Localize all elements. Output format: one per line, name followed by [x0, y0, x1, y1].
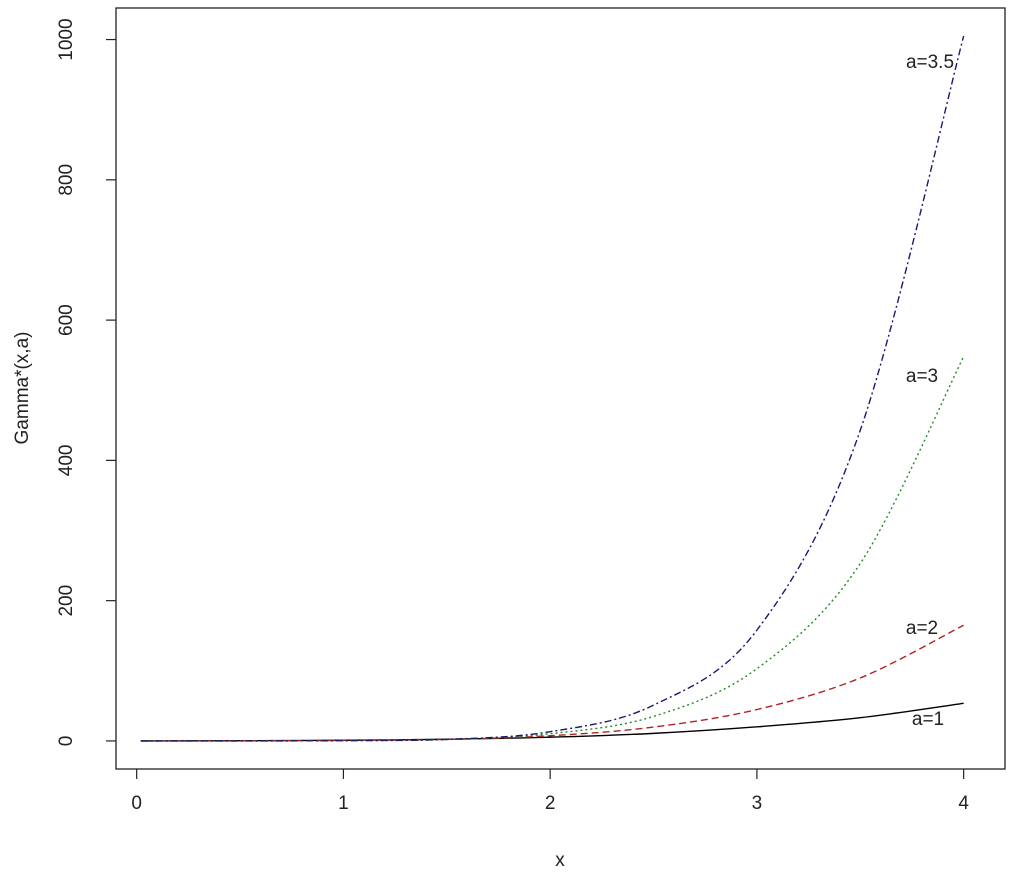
x-axis-title: x	[555, 850, 565, 871]
plot-frame	[115, 7, 1006, 770]
series-label-layer: a=1 a=2 a=3 a=3.5	[906, 52, 954, 730]
series-line-a-2	[140, 624, 964, 742]
y-tick-label: 400	[56, 445, 77, 477]
y-tick-label: 200	[56, 585, 77, 617]
x-tick-label: 3	[752, 793, 763, 814]
x-tick-label: 0	[131, 793, 142, 814]
series-label: a=1	[912, 709, 944, 730]
series-label: a=3.5	[906, 52, 954, 73]
y-tick-label: 600	[56, 304, 77, 336]
series-label: a=3	[906, 366, 938, 387]
y-tick-label: 0	[56, 736, 77, 747]
y-axis-title: Gamma*(x,a)	[12, 332, 33, 445]
x-tick-label: 1	[338, 793, 349, 814]
x-tick-label: 4	[958, 793, 969, 814]
series-line-a-3	[140, 356, 965, 742]
y-axis: 0 200 400 600 800 1000	[56, 18, 116, 746]
x-axis: 0 1 2 3 4	[131, 769, 969, 814]
y-tick-label: 1000	[56, 18, 77, 60]
series-label: a=2	[906, 618, 938, 639]
series-layer	[140, 35, 965, 742]
y-tick-label: 800	[56, 164, 77, 196]
x-tick-label: 2	[545, 793, 556, 814]
series-line-a-3-5	[140, 35, 965, 742]
